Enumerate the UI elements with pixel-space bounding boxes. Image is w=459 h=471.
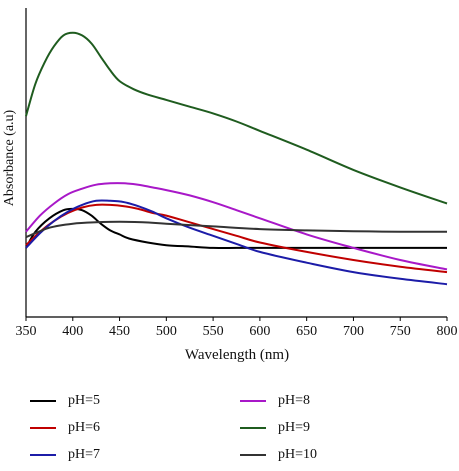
legend-swatch: [30, 454, 56, 456]
y-axis-label: Absorbance (a.u): [2, 109, 17, 206]
legend-label: pH=7: [68, 447, 101, 462]
series-line-ph-5: [25, 207, 447, 249]
x-tick-label: 450: [109, 324, 130, 339]
x-tick-label: 350: [16, 324, 37, 339]
axes: 350 400 450 500 550 600 650 700 750 800: [16, 8, 458, 339]
legend-swatch: [240, 400, 266, 402]
series-line-ph-6: [25, 203, 448, 274]
series-line-ph-10: [25, 220, 447, 239]
legend: pH=5 pH=6 pH=7 pH=8 pH=9 pH=10: [0, 386, 459, 466]
x-axis-label: Wavelength (nm): [185, 347, 289, 363]
x-tick-label: 700: [343, 324, 364, 339]
x-tick-label: 550: [203, 324, 224, 339]
legend-label: pH=6: [68, 420, 101, 435]
x-tick-label: 750: [390, 324, 411, 339]
legend-swatch: [30, 400, 56, 402]
legend-swatch: [240, 427, 266, 429]
legend-label: pH=5: [68, 393, 101, 408]
legend-item: pH=9: [240, 417, 310, 439]
legend-label: pH=8: [278, 393, 311, 408]
legend-swatch: [30, 427, 56, 429]
x-tick-label: 400: [62, 324, 83, 339]
legend-label: pH=9: [278, 420, 311, 435]
legend-item: pH=7: [30, 444, 100, 466]
legend-item: pH=6: [30, 417, 100, 439]
series-line-ph-7: [25, 199, 448, 286]
legend-item: pH=5: [30, 390, 100, 412]
legend-swatch: [240, 454, 266, 456]
legend-label: pH=10: [278, 447, 318, 462]
legend-item: pH=10: [240, 444, 317, 466]
x-tick-label: 650: [296, 324, 317, 339]
legend-item: pH=8: [240, 390, 310, 412]
series-layer: [25, 31, 448, 286]
x-tick-label: 600: [249, 324, 270, 339]
series-line-ph-9: [25, 31, 448, 205]
x-tick-label: 500: [156, 324, 177, 339]
x-tick-label: 800: [437, 324, 458, 339]
series-line-ph-8: [25, 182, 448, 271]
